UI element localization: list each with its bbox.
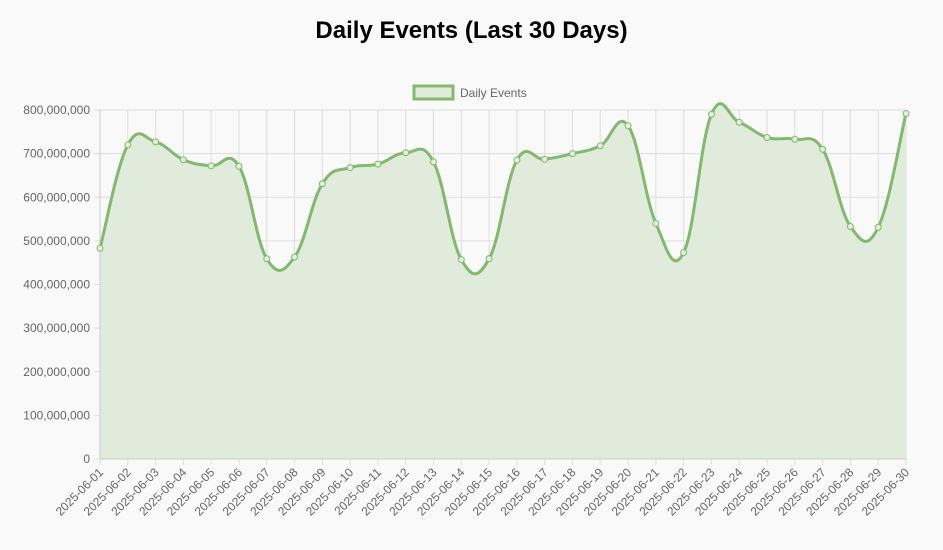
y-tick-label: 600,000,000	[23, 190, 90, 204]
y-tick-label: 0	[83, 452, 90, 466]
data-point	[596, 142, 604, 150]
data-point	[96, 244, 104, 252]
data-point	[207, 162, 215, 170]
data-point	[846, 222, 854, 230]
data-point	[263, 255, 271, 263]
legend: Daily Events	[412, 84, 527, 101]
data-point	[568, 150, 576, 158]
data-point	[402, 149, 410, 157]
y-tick-label: 400,000,000	[23, 278, 90, 292]
data-point	[791, 135, 799, 143]
y-tick-label: 300,000,000	[23, 321, 90, 335]
data-point	[735, 118, 743, 126]
legend-label: Daily Events	[460, 86, 527, 100]
data-point	[152, 138, 160, 146]
y-tick-label: 100,000,000	[23, 408, 90, 422]
data-point	[430, 158, 438, 166]
y-tick-label: 500,000,000	[23, 234, 90, 248]
data-point	[457, 256, 465, 264]
data-point	[374, 160, 382, 168]
y-tick-label: 800,000,000	[23, 103, 90, 117]
data-point	[763, 133, 771, 141]
data-point	[652, 219, 660, 227]
data-point	[513, 156, 521, 164]
data-point	[318, 180, 326, 188]
data-point	[680, 249, 688, 257]
data-point	[235, 162, 243, 170]
data-point	[541, 155, 549, 163]
data-point	[179, 156, 187, 164]
data-point	[346, 164, 354, 172]
data-point	[485, 255, 493, 263]
data-point	[291, 253, 299, 261]
y-tick-label: 700,000,000	[23, 147, 90, 161]
data-point	[902, 109, 910, 117]
data-point	[819, 145, 827, 153]
data-point	[624, 122, 632, 130]
data-point	[874, 223, 882, 231]
chart-title: Daily Events (Last 30 Days)	[315, 17, 628, 44]
legend-swatch	[412, 84, 455, 101]
y-tick-label: 200,000,000	[23, 365, 90, 379]
data-point	[124, 141, 132, 149]
series-area	[100, 103, 906, 459]
data-point	[707, 110, 715, 118]
